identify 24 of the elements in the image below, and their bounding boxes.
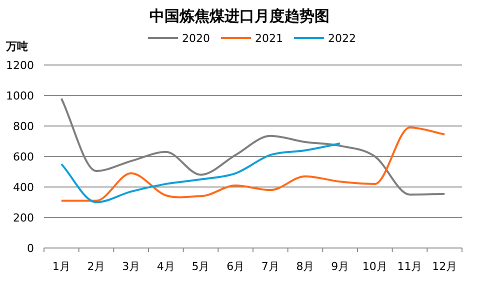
legend-label: 2022 [328, 32, 356, 45]
x-tick-label: 6月 [226, 260, 245, 273]
y-tick-label: 1000 [6, 90, 34, 102]
x-tick-label: 2月 [87, 260, 106, 273]
x-tick-label: 10月 [362, 260, 388, 273]
y-tick-label: 400 [13, 181, 34, 194]
x-tick-label: 9月 [331, 260, 350, 273]
x-tick-label: 4月 [156, 260, 175, 273]
x-tick-label: 5月 [192, 260, 210, 273]
y-axis-title: 万吨 [5, 40, 28, 53]
y-tick-label: 0 [27, 242, 34, 255]
legend-label: 2020 [182, 32, 210, 45]
x-tick-label: 12月 [432, 260, 458, 273]
x-tick-label: 1月 [52, 260, 70, 273]
x-tick-label: 11月 [397, 260, 422, 273]
chart-title: 中国炼焦煤进口月度趋势图 [150, 7, 330, 25]
y-tick-label: 600 [13, 150, 34, 164]
x-tick-label: 3月 [122, 260, 140, 273]
y-tick-label: 200 [13, 212, 34, 224]
x-tick-label: 7月 [261, 260, 280, 273]
y-tick-label: 800 [13, 120, 34, 133]
y-tick-label: 1200 [6, 59, 34, 72]
x-tick-label: 8月 [296, 260, 314, 273]
legend-label: 2021 [255, 32, 283, 45]
